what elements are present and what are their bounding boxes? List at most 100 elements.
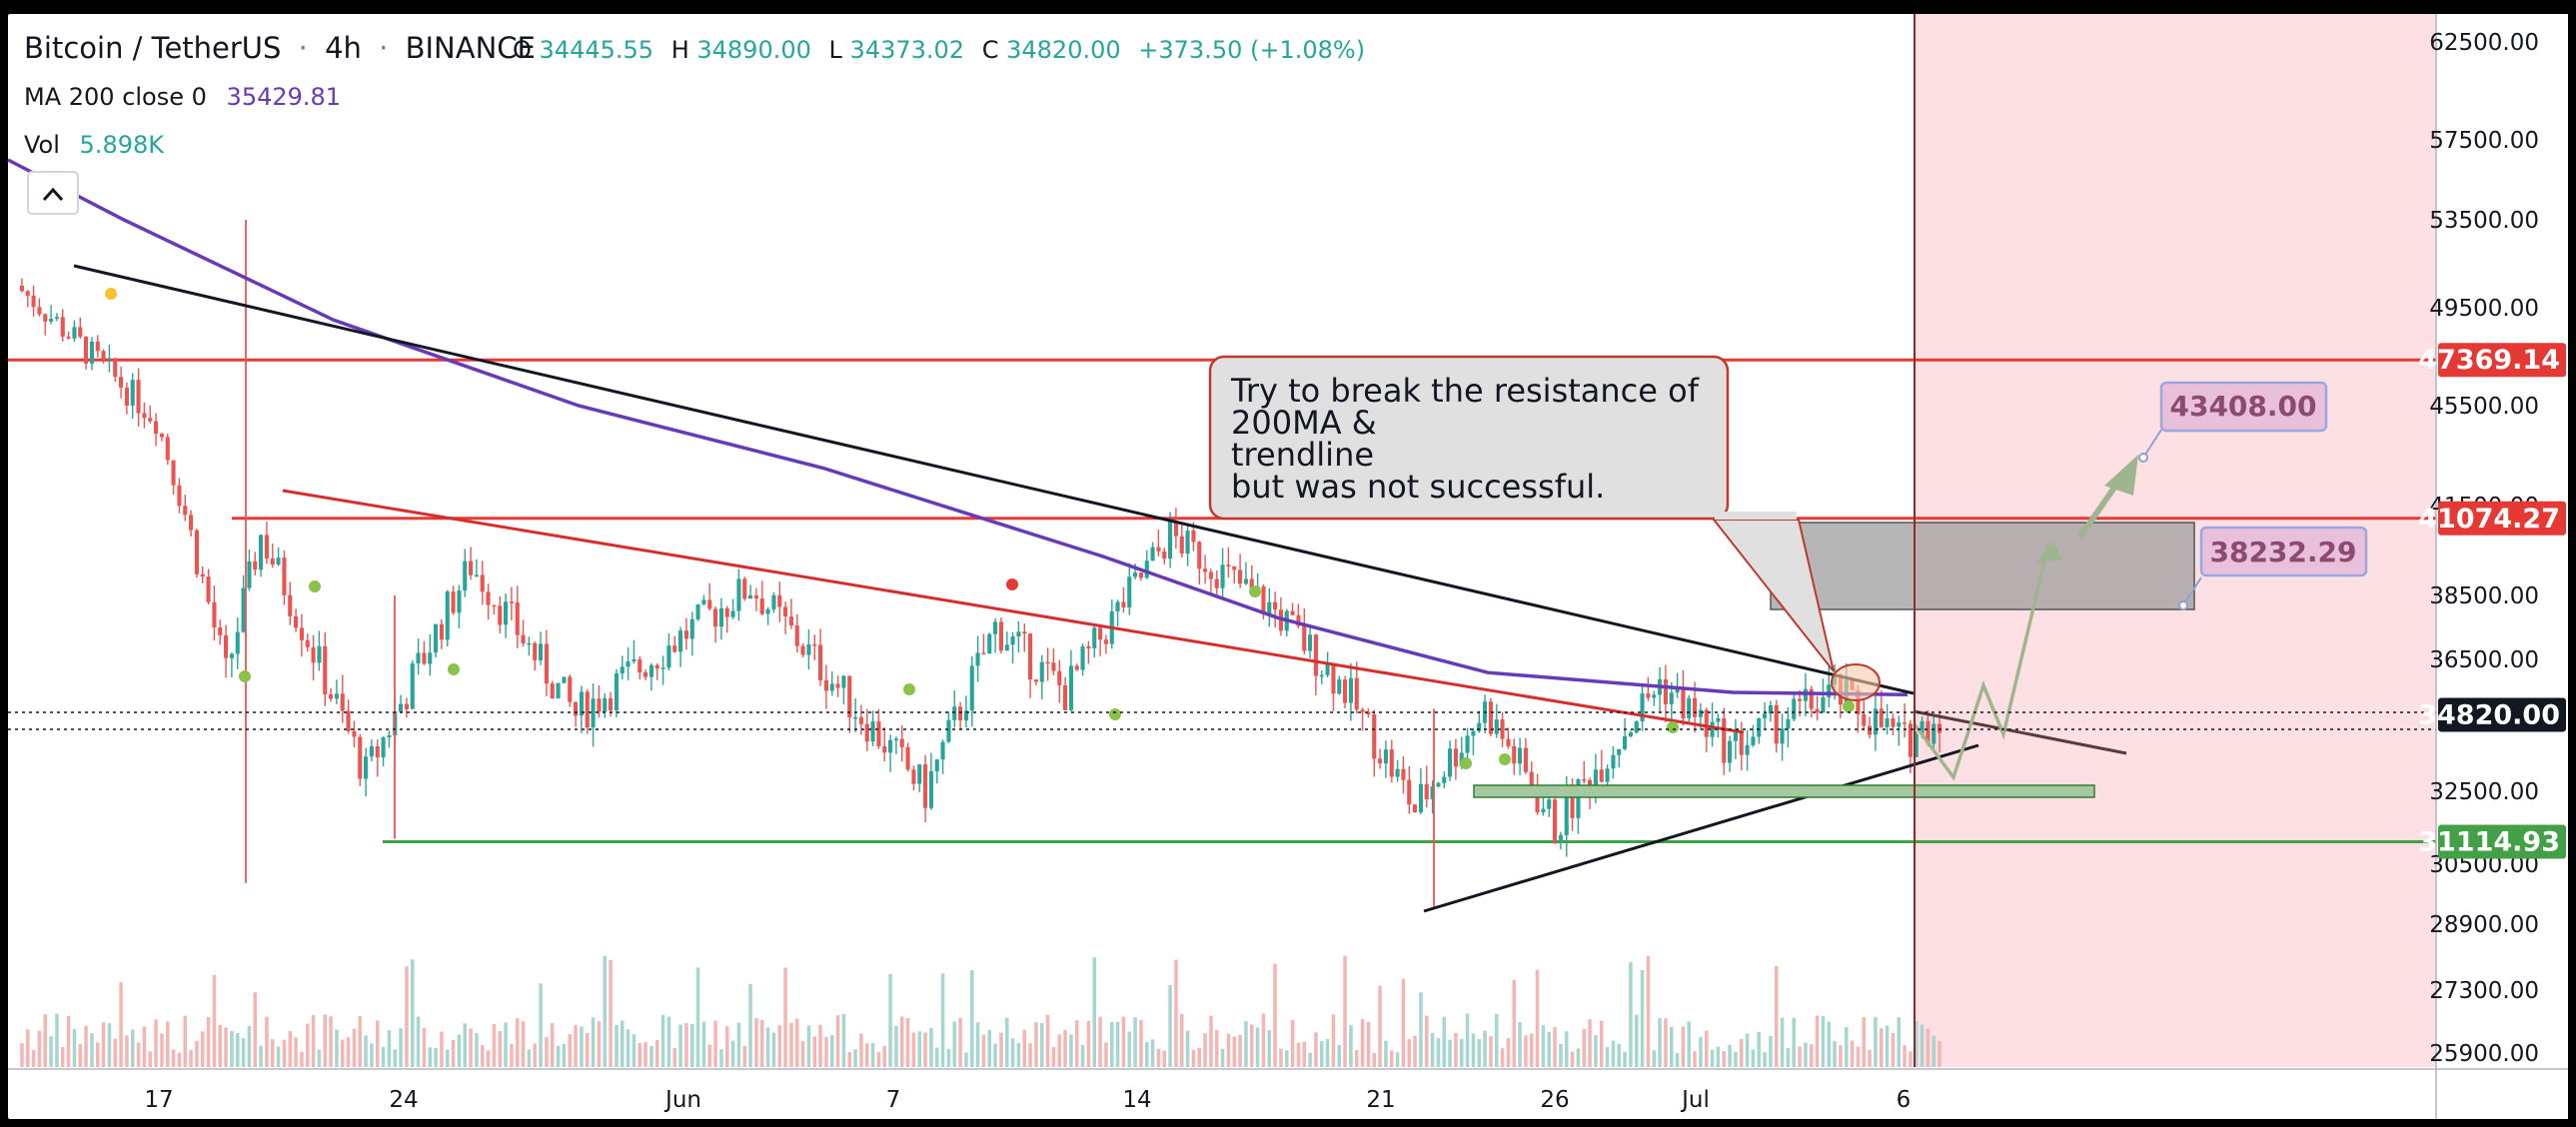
projected-path[interactable] xyxy=(1913,544,2050,781)
volume-bar xyxy=(923,1032,927,1067)
symbol-name[interactable]: Bitcoin / TetherUS xyxy=(24,31,281,65)
signal-dot-green xyxy=(1249,585,1261,597)
target-label-2-anchor xyxy=(2178,600,2188,610)
candle-body xyxy=(864,723,869,742)
close-label: C xyxy=(982,36,999,64)
candle-body xyxy=(993,621,998,634)
volume-bar xyxy=(853,1049,857,1067)
volume-bar xyxy=(1063,1029,1067,1067)
candle-body xyxy=(311,646,316,663)
vol-legend-value: 5.898K xyxy=(80,131,166,159)
volume-bar xyxy=(1349,1025,1353,1067)
candle-body xyxy=(78,327,83,337)
candle-body xyxy=(829,683,834,691)
candle-body xyxy=(609,697,614,711)
candle-body xyxy=(1004,644,1009,651)
volume-bar xyxy=(1040,1023,1044,1067)
candle-body xyxy=(1115,601,1120,611)
candle-body xyxy=(614,673,619,710)
vol-legend-label[interactable]: Vol xyxy=(24,131,60,159)
volume-bar xyxy=(1255,1027,1260,1067)
volume-bar xyxy=(1699,1037,1703,1067)
candle-body xyxy=(1098,627,1103,640)
volume-bar xyxy=(970,970,974,1067)
volume-bar xyxy=(621,1020,625,1067)
candle-body xyxy=(1162,551,1167,560)
volume-bar xyxy=(742,1045,746,1067)
price-tick-label: 57500.00 xyxy=(2429,128,2539,154)
volume-bar xyxy=(1267,1030,1271,1067)
target-arrow-icon-small xyxy=(2036,542,2062,563)
volume-bar xyxy=(1366,1021,1371,1067)
signal-dot-green xyxy=(1667,721,1679,733)
candle-body xyxy=(940,741,945,760)
volume-bar xyxy=(911,1032,916,1067)
ma-legend-label[interactable]: MA 200 close 0 xyxy=(24,83,207,111)
rejection-marker[interactable] xyxy=(1831,663,1881,701)
trendline-upper-black[interactable] xyxy=(73,264,1915,695)
volume-bar xyxy=(1909,1051,1913,1067)
volume-bar xyxy=(457,1034,462,1067)
time-axis[interactable]: 17 24 Jun 7 14 21 26 Jul 6 xyxy=(144,1087,1911,1113)
candle-body xyxy=(1138,572,1143,578)
volume-bar xyxy=(1244,1020,1248,1067)
candle-body xyxy=(678,630,683,652)
price-tick-label: 27300.00 xyxy=(2429,978,2539,1004)
candle-body xyxy=(183,506,188,516)
candle-body xyxy=(270,558,275,565)
candlesticks[interactable] xyxy=(19,220,1942,909)
candle-body xyxy=(806,643,811,655)
candle-body xyxy=(1809,688,1814,709)
volume-bar xyxy=(1658,1018,1662,1067)
candle-body xyxy=(1897,722,1902,727)
candle-body xyxy=(1092,627,1097,648)
annotation-callout[interactable]: Try to break the resistance of 200MA & t… xyxy=(1208,355,1835,672)
open-value: 34445.55 xyxy=(540,36,654,64)
time-tick-label: 6 xyxy=(1897,1087,1912,1113)
volume-bar xyxy=(1937,1041,1941,1067)
candle-body xyxy=(544,643,549,684)
trendline-extension[interactable] xyxy=(1913,709,2127,755)
svg-text:O 34445.55 H: O 34445.55 H 34890.00 L 34373.02 C 34820… xyxy=(513,36,1365,64)
volume-bar xyxy=(1734,1051,1738,1067)
support-zone-box[interactable] xyxy=(1473,784,2095,798)
interval[interactable]: 4h xyxy=(325,31,362,65)
target-label-2[interactable]: 38232.29 xyxy=(2178,526,2368,610)
candle-body xyxy=(1739,731,1744,755)
volume-bar xyxy=(1780,1017,1785,1067)
candle-body xyxy=(928,771,933,808)
resistance-zone-box[interactable] xyxy=(1770,522,2195,610)
candle-body xyxy=(783,606,788,617)
volume-bar xyxy=(311,1015,316,1067)
candle-body xyxy=(1173,522,1178,537)
candle-body xyxy=(1313,634,1318,676)
volume-bar xyxy=(1045,1014,1050,1067)
candle-body xyxy=(1722,718,1727,763)
candle-body xyxy=(1238,569,1243,584)
candle-body xyxy=(469,561,474,575)
volume-bar xyxy=(1086,1020,1091,1067)
volume-bar xyxy=(1232,1036,1236,1067)
volume-bar xyxy=(783,967,787,1067)
candle-body xyxy=(200,573,205,577)
candle-body xyxy=(1039,661,1044,682)
volume-bar xyxy=(999,1032,1003,1067)
volume-bar xyxy=(556,1045,561,1067)
trendline-ascending-support[interactable] xyxy=(1423,743,1979,913)
volume-bar xyxy=(900,1016,904,1067)
ma200-line[interactable] xyxy=(7,158,1909,697)
time-tick-label: 21 xyxy=(1366,1087,1395,1113)
candle-body xyxy=(876,721,881,746)
volume-bar xyxy=(247,1025,252,1067)
candle-body xyxy=(346,710,351,731)
volume-bar xyxy=(189,1049,193,1067)
candle-body xyxy=(958,706,963,721)
volume-bar xyxy=(1512,979,1516,1067)
candle-body xyxy=(434,623,439,653)
annotation-line-3: trendline xyxy=(1231,436,1374,474)
collapse-legend-button[interactable] xyxy=(27,171,79,215)
candle-body xyxy=(1704,709,1709,737)
trendline-red-descending[interactable] xyxy=(282,489,1745,734)
target-label-1[interactable]: 43408.00 xyxy=(2138,381,2328,463)
